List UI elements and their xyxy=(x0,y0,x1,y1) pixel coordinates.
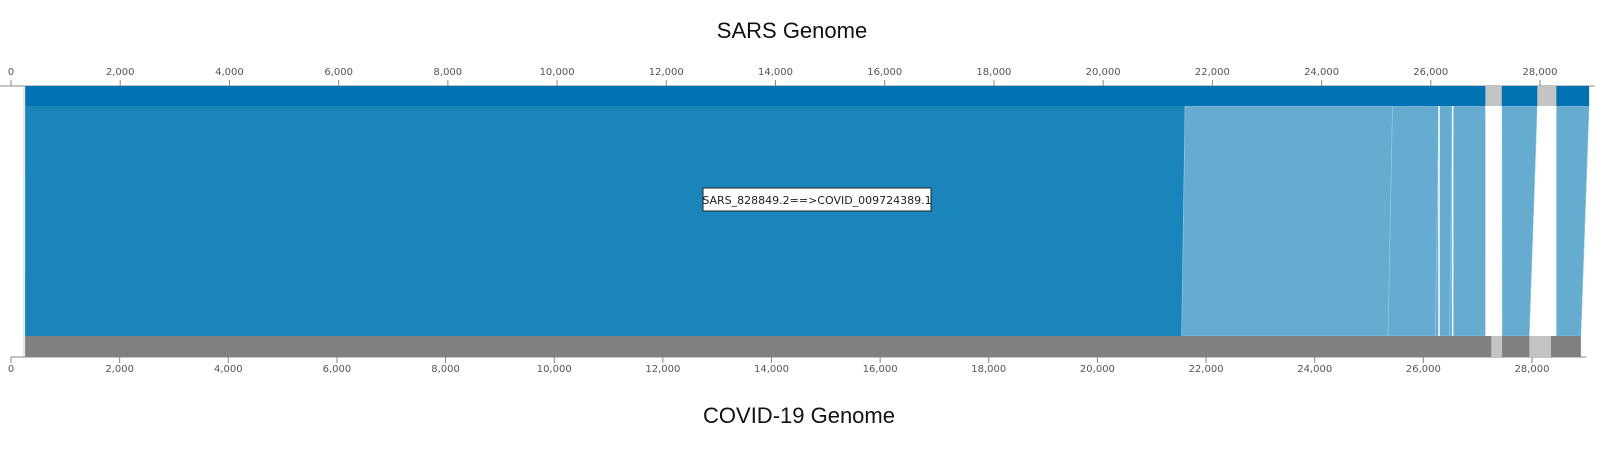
top-axis-tick-label: 8,000 xyxy=(434,67,463,78)
top-genome-bar xyxy=(25,86,1590,106)
top-axis-tick-label: 24,000 xyxy=(1304,67,1339,78)
top-axis-tick-label: 10,000 xyxy=(540,67,575,78)
alignment-link xyxy=(25,106,1186,336)
alignment-link xyxy=(1501,105,1538,337)
top-axis-tick-label: 16,000 xyxy=(867,67,902,78)
top-gap-block xyxy=(1537,86,1557,106)
bottom-axis-tick-label: 0 xyxy=(8,364,14,375)
top-axis-tick-label: 4,000 xyxy=(215,67,244,78)
bottom-axis-tick-label: 16,000 xyxy=(863,364,898,375)
alignment-link xyxy=(1550,105,1590,337)
top-axis-tick-label: 20,000 xyxy=(1086,67,1121,78)
top-bar-segment xyxy=(25,86,1590,106)
top-axis-tick-label: 26,000 xyxy=(1413,67,1448,78)
bottom-axis-tick-label: 6,000 xyxy=(323,364,352,375)
bottom-axis-tick-label: 2,000 xyxy=(105,364,134,375)
bottom-genome-bar xyxy=(25,336,1581,357)
top-axis-tick-label: 28,000 xyxy=(1523,67,1558,78)
top-axis-tick-label: 14,000 xyxy=(758,67,793,78)
link-tooltip: SARS_828849.2==>COVID_009724389.1 xyxy=(702,187,932,212)
tooltip-text: SARS_828849.2==>COVID_009724389.1 xyxy=(702,194,931,207)
bottom-axis-tick-label: 10,000 xyxy=(537,364,572,375)
gap-column xyxy=(1537,106,1557,336)
top-axis-tick-label: 18,000 xyxy=(976,67,1011,78)
bottom-axis-tick-label: 14,000 xyxy=(754,364,789,375)
bottom-gap-block xyxy=(1491,336,1503,357)
tooltip-box xyxy=(702,187,932,212)
top-axis-tick-label: 0 xyxy=(8,67,14,78)
alignment-link xyxy=(1387,105,1440,337)
alignment-link xyxy=(1449,105,1492,337)
top-axis-tick-label: 2,000 xyxy=(106,67,135,78)
alignment-link xyxy=(1181,105,1393,337)
bottom-axis-tick-label: 28,000 xyxy=(1515,364,1550,375)
bottom-axis-tick-label: 8,000 xyxy=(431,364,460,375)
top-gap-block xyxy=(1485,86,1502,106)
bottom-bar-segment xyxy=(25,336,1581,357)
bottom-axis-tick-label: 22,000 xyxy=(1189,364,1224,375)
bottom-axis-tick-label: 18,000 xyxy=(971,364,1006,375)
bottom-genome-title: COVID-19 Genome xyxy=(703,403,895,428)
gap-column xyxy=(1485,106,1502,336)
bottom-axis-tick-label: 20,000 xyxy=(1080,364,1115,375)
top-axis-tick-label: 6,000 xyxy=(324,67,353,78)
bottom-axis-tick-label: 4,000 xyxy=(214,364,243,375)
bottom-axis-tick-label: 24,000 xyxy=(1297,364,1332,375)
bottom-axis-tick-label: 26,000 xyxy=(1406,364,1441,375)
top-axis-tick-label: 22,000 xyxy=(1195,67,1230,78)
bottom-axis: 0 2,000 4,000 6,000 8,000 10,000 12,000 14,000 1… xyxy=(8,356,1587,375)
bottom-axis-tick-label: 12,000 xyxy=(645,364,680,375)
bottom-gap-block xyxy=(1529,336,1552,357)
top-axis-tick-label: 12,000 xyxy=(649,67,684,78)
alignment-links xyxy=(25,86,1590,357)
top-genome-title: SARS Genome xyxy=(717,18,867,43)
